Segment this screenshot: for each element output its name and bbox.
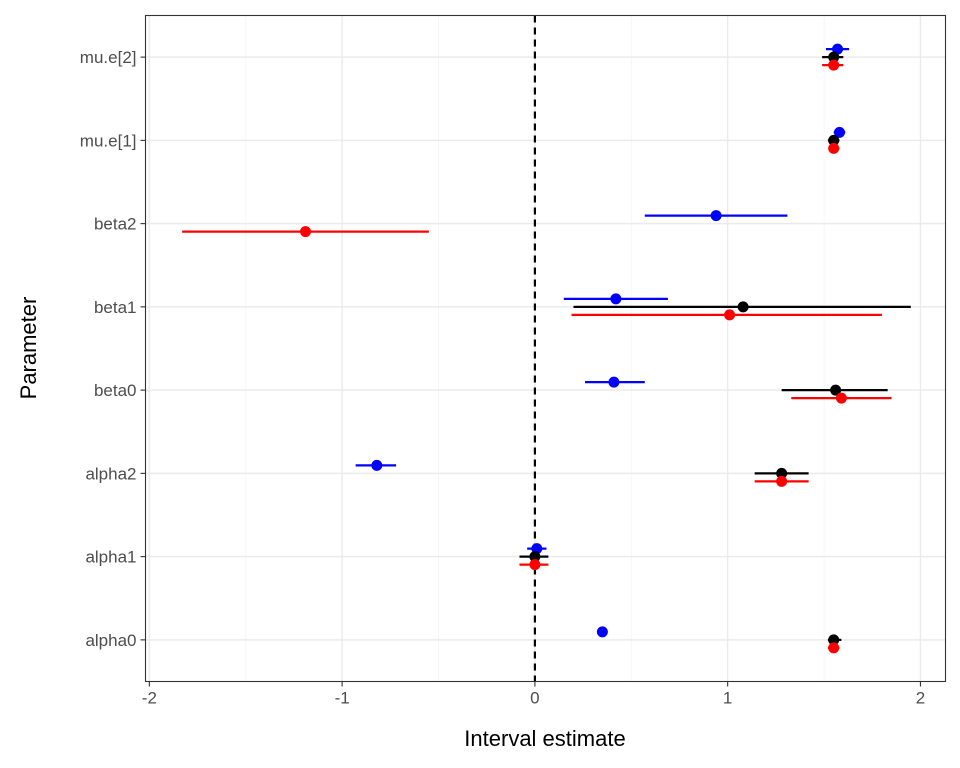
panel-background: [145, 15, 946, 682]
point-estimate: [724, 309, 736, 321]
y-axis: alpha0 alpha1 alpha2 beta0 beta1 beta2 mu.e[1]…: [80, 48, 146, 650]
point-estimate: [830, 384, 842, 396]
panel-border: [144, 14, 947, 683]
x-tick-label: -1: [335, 689, 350, 708]
point-estimate: [776, 475, 788, 487]
interval-marks: [182, 43, 911, 654]
point-estimate: [737, 301, 749, 313]
point-estimate: [529, 551, 541, 563]
point-estimate: [608, 376, 620, 388]
point-estimate: [833, 126, 845, 138]
y-tick-label: alpha0: [85, 631, 136, 650]
y-tick-label: mu.e[1]: [80, 131, 137, 150]
point-estimate: [828, 634, 840, 646]
point-estimate: [828, 59, 840, 71]
point-estimate: [828, 142, 840, 154]
x-tick-label: 0: [530, 689, 539, 708]
point-estimate: [596, 626, 608, 638]
y-tick-label: mu.e[2]: [80, 48, 137, 67]
y-tick-label: alpha2: [85, 464, 136, 483]
series-blue: [355, 43, 850, 638]
x-tick-label: -2: [142, 689, 157, 708]
point-estimate: [300, 226, 311, 238]
point-estimate: [828, 642, 840, 654]
y-axis-title: Parameter: [16, 297, 41, 400]
x-axis-title: Interval estimate: [464, 726, 625, 751]
y-tick-label: beta1: [94, 298, 137, 317]
point-estimate: [710, 210, 722, 222]
y-tick-label: beta2: [94, 215, 137, 234]
y-tick-label: alpha1: [85, 548, 136, 567]
series-red: [182, 59, 892, 654]
point-estimate: [828, 51, 840, 63]
point-estimate: [610, 293, 622, 305]
x-axis: -2 -1 0 1 2: [142, 681, 925, 708]
x-tick-label: 1: [723, 689, 732, 708]
point-estimate: [835, 392, 847, 404]
y-tick-label: beta0: [94, 381, 137, 400]
series-black: [519, 51, 911, 646]
point-estimate: [371, 459, 383, 471]
point-estimate: [529, 559, 541, 571]
x-tick-label: 2: [916, 689, 925, 708]
gridlines: [145, 15, 946, 682]
point-estimate: [776, 467, 788, 479]
point-estimate: [828, 134, 840, 146]
